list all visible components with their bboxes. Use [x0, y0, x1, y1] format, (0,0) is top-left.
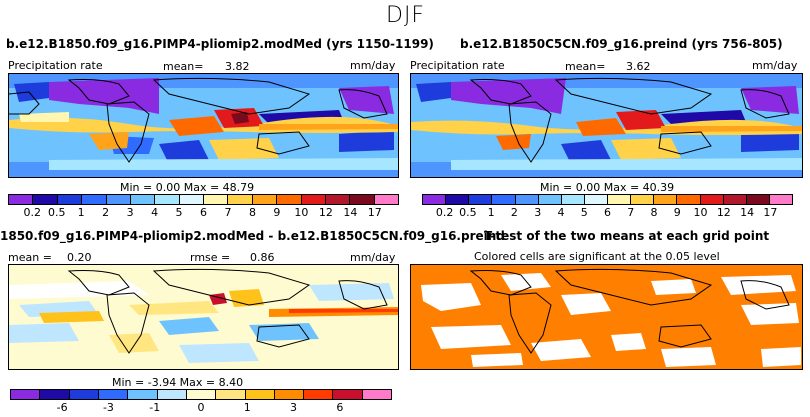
- colorbar-tick-label: 4: [557, 206, 565, 219]
- colorbar-tick-label: 8: [248, 206, 256, 219]
- colorbar-tick-label: 2: [510, 206, 518, 219]
- panel-control-colorbar: [422, 194, 793, 205]
- region-dry-north-africa: [49, 78, 159, 114]
- colorbar-tick-label: 7: [627, 206, 635, 219]
- panel-test-minmax: Min = 0.00 Max = 48.79: [120, 181, 255, 194]
- panel-test-map: [8, 73, 399, 178]
- colorbar-tick-label: 7: [224, 206, 232, 219]
- colorbar-tick-label: 0.5: [47, 206, 66, 219]
- panel-diff-map: [8, 264, 399, 370]
- page-title: DJF: [386, 3, 426, 28]
- colorbar-tick-label: 1: [77, 206, 85, 219]
- panel-control-title: b.e12.B1850C5CN.f09_g16.preind (yrs 756-…: [460, 37, 783, 51]
- colorbar-tick-label: -1: [149, 401, 161, 414]
- colorbar-tick-label: 6: [603, 206, 611, 219]
- colorbar-tick-label: 14: [740, 206, 755, 219]
- panel-test-title: b.e12.B1850.f09_g16.PIMP4-pliomip2.modMe…: [6, 37, 434, 51]
- colorbar-tick-label: 12: [318, 206, 333, 219]
- panel-control-mean-value: 3.62: [626, 60, 651, 73]
- colorbar-tick-label: 14: [343, 206, 358, 219]
- panel-diff-rmse-label: rmse =: [190, 251, 231, 264]
- panel-diff-title: 1850.f09_g16.PIMP4-pliomip2.modMed - b.e…: [0, 229, 505, 243]
- colorbar-tick-label: 12: [716, 206, 731, 219]
- panel-test-colorbar-ticks: 0.2 0.5 1 2 3 4 5 6 7 8 9 10 12 14 17: [20, 206, 387, 219]
- panel-control-variable: Precipitation rate: [410, 59, 505, 72]
- panel-diff-minmax: Min = -3.94 Max = 8.40: [112, 376, 244, 389]
- panel-ttest-subtitle: Colored cells are significant at the 0.0…: [474, 250, 720, 263]
- colorbar-tick-label: 9: [273, 206, 281, 219]
- panel-diff-mean-value: 0.20: [67, 251, 92, 264]
- colorbar-tick-label: 0.2: [435, 206, 454, 219]
- panel-diff-rmse-value: 0.86: [250, 251, 275, 264]
- panel-ttest-map: [410, 264, 803, 370]
- colorbar-tick-label: 1: [487, 206, 495, 219]
- panel-test-colorbar: [8, 194, 399, 205]
- panel-test-variable: Precipitation rate: [8, 59, 103, 72]
- panel-test-units: mm/day: [350, 59, 396, 72]
- panel-diff-colorbar-ticks: -6 -3 -1 0 1 3 6: [39, 401, 363, 414]
- colorbar-tick-label: 3: [290, 401, 298, 414]
- colorbar-tick-label: -6: [56, 401, 68, 414]
- colorbar-tick-label: 8: [650, 206, 658, 219]
- colorbar-tick-label: 0.5: [459, 206, 477, 219]
- colorbar-tick-label: 6: [200, 206, 208, 219]
- colorbar-tick-label: 6: [336, 401, 344, 414]
- panel-test-mean-label: mean=: [163, 60, 204, 73]
- colorbar-tick-label: 5: [580, 206, 588, 219]
- panel-test-mean-value: 3.82: [225, 60, 250, 73]
- colorbar-tick-label: 5: [175, 206, 183, 219]
- panel-diff-colorbar: [10, 389, 392, 400]
- panel-control-colorbar-ticks: 0.2 0.5 1 2 3 4 5 6 7 8 9 10 12 14 17: [433, 206, 782, 219]
- panel-ttest-title: T-test of the two means at each grid poi…: [484, 229, 770, 243]
- panel-control-map: [410, 73, 803, 178]
- colorbar-tick-label: 10: [294, 206, 309, 219]
- colorbar-tick-label: 10: [693, 206, 708, 219]
- colorbar-tick-label: 9: [673, 206, 681, 219]
- panel-diff-units: mm/day: [350, 251, 396, 264]
- colorbar-tick-label: 1: [243, 401, 251, 414]
- colorbar-tick-label: 0: [197, 401, 205, 414]
- colorbar-tick-label: -3: [102, 401, 114, 414]
- colorbar-tick-label: 4: [151, 206, 159, 219]
- panel-control-units: mm/day: [752, 59, 798, 72]
- colorbar-tick-label: 17: [763, 206, 778, 219]
- colorbar-tick-label: 17: [367, 206, 382, 219]
- colorbar-tick-label: 3: [534, 206, 542, 219]
- colorbar-tick-label: 3: [126, 206, 134, 219]
- panel-diff-mean-label: mean =: [8, 251, 52, 264]
- colorbar-tick-label: 2: [102, 206, 110, 219]
- panel-control-mean-label: mean=: [565, 60, 606, 73]
- panel-control-minmax: Min = 0.00 Max = 40.39: [540, 181, 675, 194]
- colorbar-tick-label: 0.2: [23, 206, 41, 219]
